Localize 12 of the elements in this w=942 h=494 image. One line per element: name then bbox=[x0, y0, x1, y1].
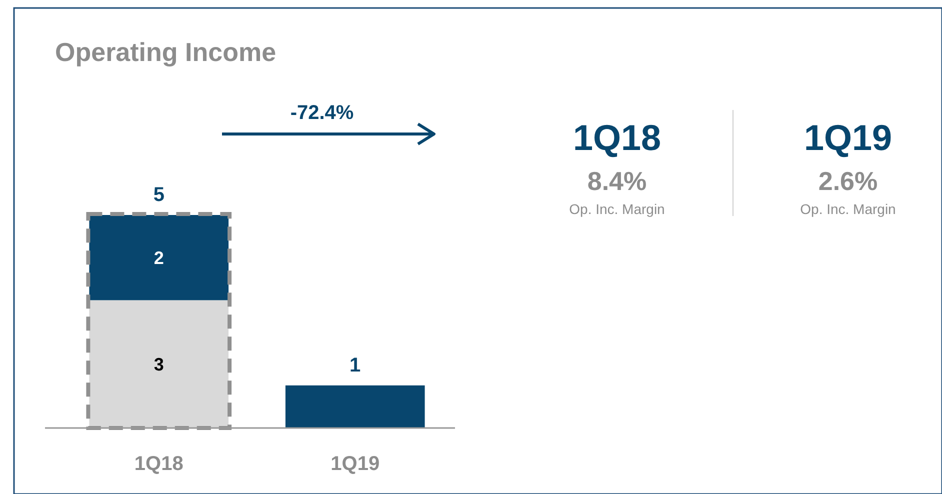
text: 1Q18 bbox=[572, 117, 662, 158]
chart-title: Operating Income bbox=[55, 37, 276, 67]
total-label: 5 bbox=[153, 184, 164, 206]
text: -72.4% bbox=[290, 102, 354, 124]
data-label: 2 bbox=[154, 248, 164, 268]
text: Op. Inc. Margin bbox=[800, 201, 896, 217]
text: Op. Inc. Margin bbox=[569, 201, 665, 217]
total-label: 1 bbox=[350, 354, 361, 376]
text: 2.6% bbox=[818, 166, 878, 196]
text: 1Q19 bbox=[804, 117, 892, 158]
data-label: 3 bbox=[154, 354, 164, 374]
text: 8.4% bbox=[587, 166, 647, 196]
